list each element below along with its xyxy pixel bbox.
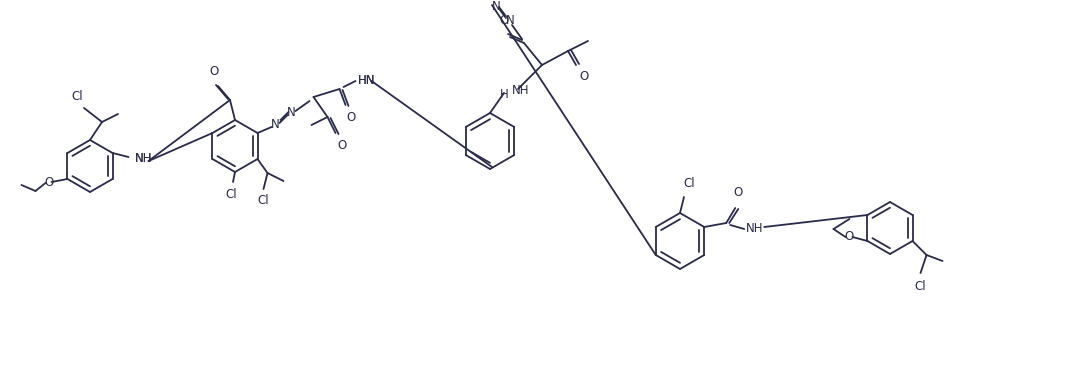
- Text: N: N: [271, 118, 279, 132]
- Text: Cl: Cl: [915, 280, 927, 293]
- Text: O: O: [45, 176, 54, 190]
- Text: N: N: [506, 15, 515, 27]
- Text: Cl: Cl: [258, 194, 270, 207]
- Text: HN: HN: [357, 74, 375, 88]
- Text: O: O: [209, 65, 219, 78]
- Text: NH: NH: [135, 153, 152, 165]
- Text: O: O: [579, 70, 589, 83]
- Text: O: O: [346, 111, 355, 124]
- Text: HN: HN: [357, 74, 375, 88]
- Text: O: O: [734, 186, 742, 199]
- Text: H: H: [500, 88, 508, 102]
- Text: Cl: Cl: [71, 90, 83, 103]
- Text: NH: NH: [135, 153, 152, 165]
- Text: O: O: [500, 14, 508, 27]
- Text: Cl: Cl: [683, 177, 695, 190]
- Text: N: N: [287, 106, 296, 120]
- Text: N: N: [492, 0, 501, 14]
- Text: O: O: [845, 230, 855, 244]
- Text: NH: NH: [747, 223, 764, 235]
- Text: Cl: Cl: [226, 188, 236, 201]
- Text: O: O: [337, 139, 346, 152]
- Text: NH: NH: [513, 85, 530, 97]
